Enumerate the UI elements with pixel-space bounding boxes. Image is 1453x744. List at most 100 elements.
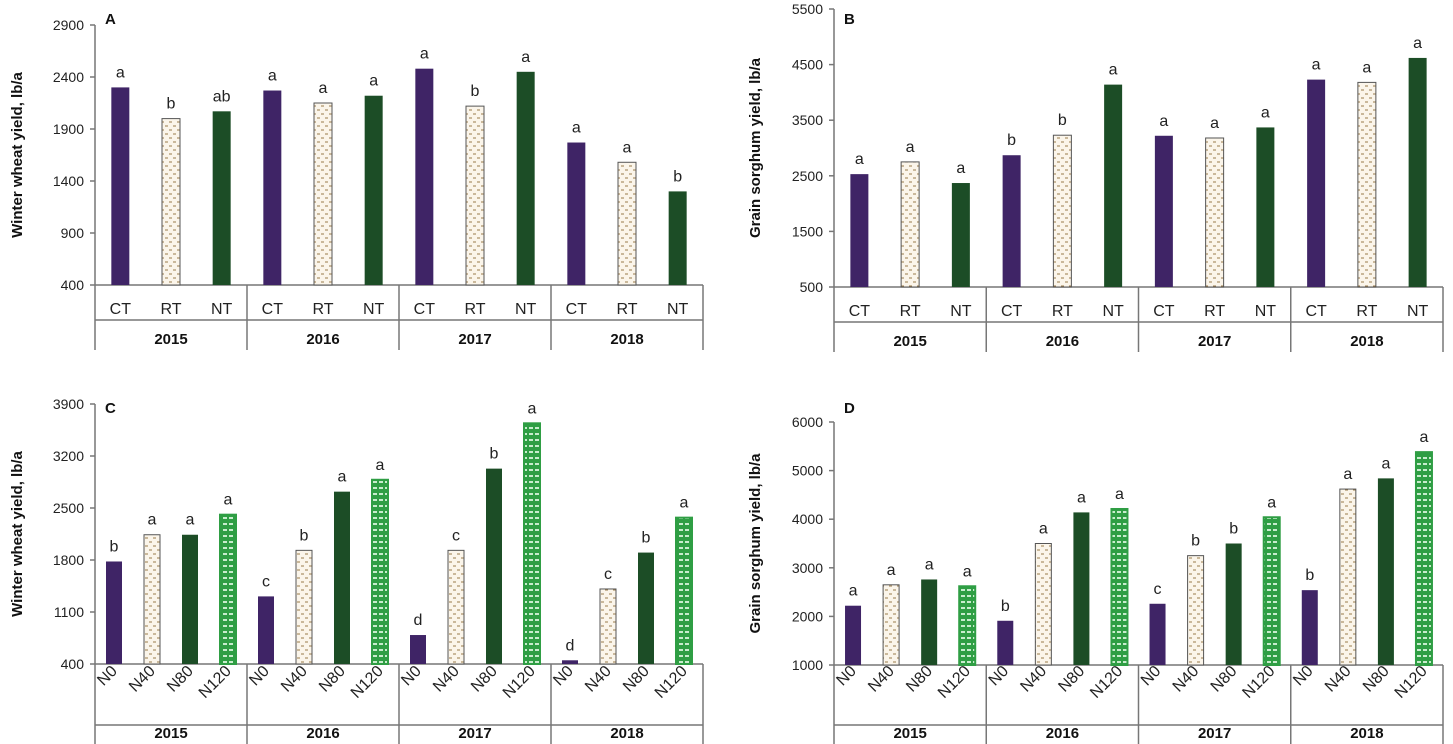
y-tick-label: 400 <box>61 277 85 293</box>
bar-2017-n120 <box>1262 516 1281 666</box>
group-label: 2015 <box>154 725 187 742</box>
bar-2017-ct <box>1154 135 1173 287</box>
bar-2018-n80 <box>638 552 654 664</box>
significance-letter: b <box>110 538 119 555</box>
category-label: N80 <box>1055 663 1088 696</box>
y-tick-label: 1800 <box>53 552 84 568</box>
category-label: N80 <box>1360 663 1393 696</box>
category-label: RT <box>464 301 485 318</box>
category-label: RT <box>160 301 181 318</box>
significance-letter: a <box>906 139 915 156</box>
significance-letter: b <box>490 446 499 463</box>
category-label: CT <box>849 303 871 320</box>
bar-2016-rt <box>1052 134 1072 288</box>
group-label: 2017 <box>1198 725 1231 742</box>
category-label: CT <box>1305 303 1327 320</box>
bar-2018-nt <box>1408 57 1427 287</box>
category-label: N0 <box>550 663 577 690</box>
group-label: 2018 <box>1350 333 1383 350</box>
significance-letter: a <box>338 469 347 486</box>
category-label: CT <box>566 301 588 318</box>
significance-letter: b <box>300 527 309 544</box>
category-label: N40 <box>430 663 463 696</box>
significance-letter: ab <box>213 88 231 105</box>
bar-2015-n0 <box>845 605 862 665</box>
y-tick-label: 400 <box>61 656 85 672</box>
bar-2018-n0 <box>562 660 578 664</box>
category-label: N0 <box>1290 663 1317 690</box>
bar-2018-n120 <box>675 516 693 666</box>
y-tick-label: 500 <box>800 279 824 295</box>
category-label: N0 <box>398 663 425 690</box>
significance-letter: a <box>680 495 689 512</box>
bar-2016-n0 <box>258 596 274 664</box>
significance-letter: b <box>673 168 682 185</box>
bar-2015-nt <box>951 183 970 287</box>
bar-2017-n0 <box>1149 603 1166 665</box>
bar-2015-nt <box>212 111 231 285</box>
significance-letter: b <box>642 530 651 547</box>
bar-2015-n40 <box>882 584 900 666</box>
bar-2018-nt <box>668 191 687 285</box>
category-label: RT <box>616 301 637 318</box>
category-label: NT <box>1102 303 1124 320</box>
bar-2018-n40 <box>599 588 617 665</box>
y-tick-label: 5000 <box>792 463 823 479</box>
y-axis-title: Grain sorghum yield, lb/a <box>747 57 764 238</box>
group-label: 2015 <box>893 333 926 350</box>
group-label: 2016 <box>1046 725 1079 742</box>
category-label: NT <box>363 301 385 318</box>
chart-panel-b: 500 1500 2500 3500 4500 5500 Grain sorghum yie… <box>747 1 1444 352</box>
category-label: N120 <box>1087 663 1126 702</box>
y-tick-label: 2000 <box>792 608 823 624</box>
panel-label: A <box>105 11 116 28</box>
significance-letter: a <box>369 73 378 90</box>
significance-letter: a <box>376 457 385 474</box>
category-label: N120 <box>652 663 691 702</box>
bar-2018-n120 <box>1414 451 1433 666</box>
category-label: CT <box>414 301 436 318</box>
bar-2016-nt <box>364 95 383 285</box>
y-tick-label: 2400 <box>53 69 84 85</box>
significance-letter: a <box>1413 35 1422 52</box>
y-axis-title: Grain sorghum yield, lb/a <box>747 453 764 634</box>
significance-letter: a <box>186 512 195 529</box>
significance-letter: a <box>319 80 328 97</box>
category-label: RT <box>312 301 333 318</box>
bar-2015-n120 <box>958 585 977 667</box>
bar-2017-n80 <box>486 468 502 664</box>
category-label: N0 <box>986 663 1013 690</box>
category-label: N0 <box>94 663 121 690</box>
significance-letter: a <box>521 49 530 66</box>
significance-letter: a <box>224 492 233 509</box>
significance-letter: a <box>963 563 972 580</box>
category-label: N40 <box>582 663 615 696</box>
category-label: CT <box>110 301 132 318</box>
category-label: N120 <box>500 663 539 702</box>
significance-letter: a <box>1381 455 1390 472</box>
bar-2018-rt <box>617 161 637 286</box>
category-label: RT <box>1052 303 1073 320</box>
category-label: N40 <box>865 663 898 696</box>
significance-letter: a <box>623 139 632 156</box>
significance-letter: b <box>1229 521 1238 538</box>
panel-label: C <box>105 400 116 417</box>
significance-letter: a <box>849 583 858 600</box>
chart-panels: 400 900 1400 1900 2400 2900 Winter wheat yield… <box>9 1 1444 744</box>
bar-2016-n120 <box>1110 507 1129 666</box>
bar-2017-rt <box>1205 137 1225 288</box>
y-tick-label: 3000 <box>792 560 823 576</box>
category-label: N40 <box>1017 663 1050 696</box>
significance-letter: a <box>1312 57 1321 74</box>
y-tick-label: 1900 <box>53 121 84 137</box>
category-label: N0 <box>1138 663 1165 690</box>
bar-2015-n40 <box>143 534 161 665</box>
significance-letter: a <box>528 400 537 417</box>
bar-2016-rt <box>313 102 333 286</box>
significance-letter: a <box>1115 486 1124 503</box>
category-label: N80 <box>164 663 197 696</box>
bar-2015-rt <box>900 161 920 288</box>
bar-2017-n120 <box>523 422 541 666</box>
significance-letter: a <box>1210 115 1219 132</box>
